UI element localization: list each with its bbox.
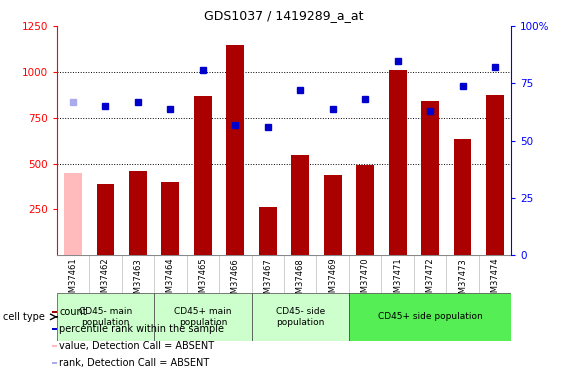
Text: cell type: cell type — [3, 312, 45, 322]
Bar — [252, 292, 349, 341]
Text: CD45+ main
population: CD45+ main population — [174, 307, 232, 327]
Bar — [389, 70, 407, 255]
Bar — [291, 155, 309, 255]
Bar — [194, 96, 212, 255]
Bar — [227, 45, 244, 255]
Bar — [52, 345, 57, 347]
Text: count: count — [60, 307, 87, 317]
Text: value, Detection Call = ABSENT: value, Detection Call = ABSENT — [60, 341, 215, 351]
Bar — [324, 176, 341, 255]
Bar — [486, 95, 504, 255]
Text: percentile rank within the sample: percentile rank within the sample — [60, 324, 224, 334]
Text: CD45+ side population: CD45+ side population — [378, 312, 482, 321]
Bar — [97, 184, 114, 255]
Bar — [154, 292, 252, 341]
Bar — [421, 101, 439, 255]
Bar — [161, 182, 179, 255]
Bar — [52, 328, 57, 330]
Text: rank, Detection Call = ABSENT: rank, Detection Call = ABSENT — [60, 358, 210, 368]
Bar — [454, 139, 471, 255]
Title: GDS1037 / 1419289_a_at: GDS1037 / 1419289_a_at — [204, 9, 364, 22]
Bar — [57, 292, 154, 341]
Bar — [349, 292, 511, 341]
Bar — [64, 172, 82, 255]
Bar — [52, 362, 57, 364]
Bar — [129, 171, 147, 255]
Bar — [356, 165, 374, 255]
Bar — [259, 207, 277, 255]
Bar — [52, 311, 57, 314]
Text: CD45- main
population: CD45- main population — [79, 307, 132, 327]
Text: CD45- side
population: CD45- side population — [275, 307, 325, 327]
